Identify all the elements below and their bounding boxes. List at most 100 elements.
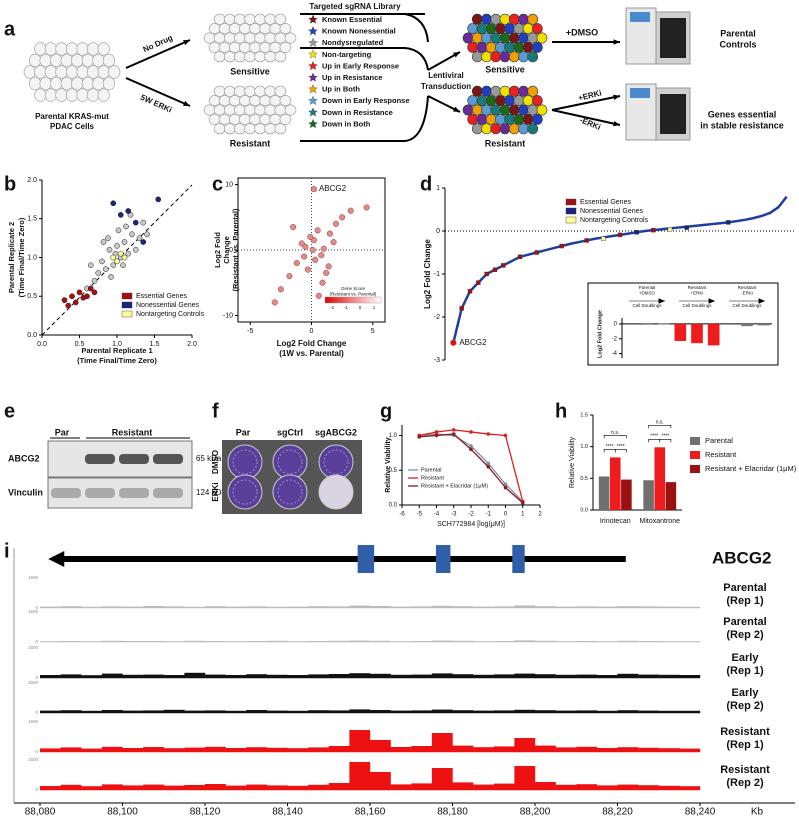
signal (40, 748, 61, 752)
colorbar-tick: -2 (330, 305, 334, 310)
cell (495, 113, 506, 125)
signal (493, 710, 515, 713)
x-tick-label: -4 (434, 512, 440, 518)
label: (Rep 2) (726, 777, 764, 789)
cell (508, 32, 520, 44)
signal (40, 786, 61, 790)
signal (431, 709, 453, 713)
cell (476, 113, 488, 125)
cell (467, 113, 478, 125)
signal (679, 748, 701, 752)
signal (617, 784, 639, 790)
signal (122, 641, 144, 642)
cell (476, 41, 488, 53)
cell (71, 53, 84, 68)
cell (254, 51, 266, 63)
cell (532, 23, 543, 35)
cell (244, 104, 256, 116)
label: (Resistant vs. Parental) (330, 292, 377, 297)
signal (287, 748, 309, 752)
signal (638, 747, 659, 752)
cell (81, 53, 94, 68)
point (105, 235, 111, 241)
legend-label: Essential Genes (580, 199, 631, 206)
label: Resistant (720, 726, 770, 738)
cell (60, 76, 73, 91)
bar (707, 323, 720, 346)
cell (223, 51, 236, 63)
label: (Rep 2) (726, 700, 764, 712)
point (326, 230, 333, 237)
signal (679, 786, 701, 790)
signal (205, 784, 226, 790)
signal (122, 674, 144, 678)
point (318, 252, 325, 259)
cell (499, 85, 511, 97)
signal (473, 747, 494, 752)
cell (284, 104, 297, 116)
signal (390, 747, 412, 752)
signal (122, 748, 144, 752)
signal (658, 785, 680, 790)
legend-label: Resistant + Elacridar (1μM) (421, 483, 488, 489)
label: Gene Score (341, 286, 366, 291)
point (469, 444, 473, 448)
signal (122, 785, 144, 790)
cell (234, 32, 246, 44)
label: SCH772984 [log(μM)] (437, 521, 505, 528)
colorbar-tick: 1 (373, 305, 376, 310)
cell (467, 23, 478, 35)
y-tick-label: -2 (612, 336, 618, 342)
signal (473, 606, 494, 608)
signal (452, 710, 474, 713)
point (307, 233, 314, 240)
y-tick-label: 0.0 (580, 507, 588, 513)
point (634, 230, 639, 235)
point (100, 239, 107, 245)
signal (431, 768, 453, 790)
label: Resistant (738, 285, 758, 290)
signal (617, 673, 639, 678)
exon (436, 545, 451, 573)
signal (287, 641, 309, 642)
cell (223, 123, 236, 135)
signal (349, 762, 371, 790)
bar (757, 323, 770, 326)
cell (264, 123, 277, 135)
sequencer-panel (660, 18, 686, 58)
signal (246, 784, 268, 790)
signal (679, 675, 701, 678)
cell (274, 13, 287, 25)
cell (274, 32, 287, 44)
track-scale: 0 (35, 787, 38, 792)
signal (122, 606, 144, 608)
legend-swatch (690, 437, 700, 445)
signal (431, 733, 453, 752)
panel-label: g (380, 400, 392, 422)
point (320, 245, 327, 252)
cell (249, 23, 261, 35)
x-tick-label: -5 (417, 512, 423, 518)
sequencer-screen (630, 12, 650, 22)
well-texture (323, 449, 349, 475)
signal (308, 674, 329, 678)
point (91, 277, 98, 284)
cell (218, 95, 231, 107)
signal (328, 710, 350, 713)
cell (269, 95, 282, 107)
point (503, 485, 508, 490)
x-tick-label: 1 (521, 512, 525, 518)
cell (55, 42, 68, 56)
cell (504, 113, 515, 125)
point (450, 339, 457, 346)
label: n.s. (611, 430, 619, 436)
cell (218, 113, 231, 125)
signal (266, 747, 288, 752)
label: Sensitive (230, 66, 270, 76)
cell (485, 95, 497, 107)
legend-swatch (121, 310, 133, 318)
signal (596, 641, 618, 642)
signal (349, 640, 371, 642)
y-tick-label: 0.5 (389, 468, 398, 474)
label: PDAC Cells (50, 122, 95, 131)
